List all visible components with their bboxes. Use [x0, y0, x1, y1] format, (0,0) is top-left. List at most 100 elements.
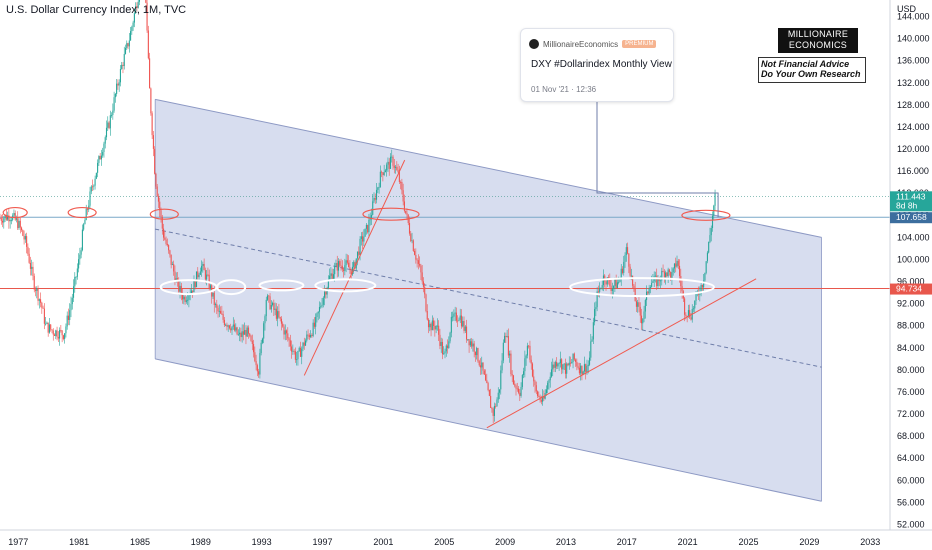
candle-body	[700, 284, 702, 294]
candle-body	[609, 279, 611, 286]
candle-body	[52, 330, 54, 335]
candle-body	[36, 288, 38, 291]
candle-body	[95, 172, 97, 179]
badge-blue-level-bg	[890, 212, 932, 224]
candle-body	[221, 313, 223, 315]
x-tick-label: 1997	[313, 537, 333, 547]
candle-body	[583, 364, 586, 372]
candle-body	[278, 311, 280, 317]
candle-body	[438, 325, 440, 335]
candle-body	[27, 246, 29, 254]
candle-body	[450, 316, 452, 333]
candle-body	[670, 272, 672, 279]
x-tick-label: 2009	[495, 537, 515, 547]
candle-body	[575, 359, 577, 362]
candle-body	[331, 273, 333, 279]
candle-body	[582, 371, 584, 375]
candle-body	[204, 270, 206, 280]
candle-body	[159, 201, 161, 211]
candle-body	[174, 271, 176, 282]
candle-body	[76, 268, 78, 277]
candle-body	[337, 261, 340, 271]
horizontal-lines	[0, 196, 890, 290]
candle-body	[45, 323, 47, 325]
candle-body	[410, 233, 412, 242]
candle-body	[247, 327, 250, 334]
candle-body	[236, 327, 238, 335]
candle-body	[116, 83, 118, 94]
candle-body	[288, 338, 290, 341]
candle-body	[476, 348, 478, 356]
candle-body	[103, 143, 105, 153]
candle-body	[270, 305, 272, 310]
candle-body	[98, 156, 100, 163]
candle-body	[112, 110, 114, 115]
disclaimer-line2: Do Your Own Research	[761, 69, 861, 79]
candle-body	[213, 292, 215, 305]
candle-body	[265, 299, 267, 317]
candle-body	[401, 182, 403, 191]
candle-body	[563, 363, 565, 365]
candle-body	[250, 335, 252, 341]
candle-body	[429, 323, 431, 328]
candle-body	[502, 342, 504, 361]
candle-body	[183, 296, 185, 300]
candle-body	[336, 262, 338, 271]
premium-badge: PREMIUM	[622, 40, 657, 48]
candle-body	[156, 186, 158, 197]
y-tick-label: 140.000	[897, 34, 930, 44]
red-circle-annotation	[67, 206, 97, 219]
candle-body	[415, 254, 417, 260]
candle-body	[350, 268, 352, 275]
candle-body	[644, 300, 646, 312]
candle-body	[615, 279, 617, 288]
tweet-author[interactable]: MillionaireEconomics	[543, 39, 619, 49]
candle-body	[542, 396, 544, 402]
candle-body	[460, 315, 463, 327]
candle-body	[83, 224, 85, 230]
candle-body	[592, 322, 594, 340]
candle-body	[317, 311, 319, 314]
candle-body	[102, 152, 104, 156]
candle-body	[72, 286, 75, 298]
candle-body	[274, 308, 276, 310]
candle-body	[132, 22, 134, 27]
candle-body	[302, 342, 304, 349]
candle-body	[516, 388, 518, 390]
x-tick-label: 1993	[252, 537, 272, 547]
candle-body	[692, 308, 695, 310]
candle-body	[322, 297, 324, 305]
candle-body	[690, 317, 692, 320]
candle-body	[552, 364, 554, 370]
candle-body	[40, 299, 42, 303]
candle-body	[623, 261, 625, 273]
candle-body	[137, 1, 139, 8]
tweet-header: MillionaireEconomics PREMIUM	[529, 39, 657, 49]
x-tick-label: 2017	[617, 537, 637, 547]
y-tick-label: 80.000	[897, 365, 925, 375]
candle-body	[193, 280, 195, 293]
candle-body	[339, 261, 341, 266]
candle-body	[259, 353, 261, 375]
candle-body	[340, 265, 342, 267]
candle-body	[433, 320, 435, 326]
candle-body	[199, 271, 201, 275]
candle-body	[619, 278, 621, 282]
x-tick-label: 2021	[678, 537, 698, 547]
candle-body	[362, 236, 364, 242]
candle-body	[550, 369, 553, 377]
candle-body	[474, 351, 476, 356]
candle-body	[397, 169, 399, 172]
candle-body	[155, 173, 157, 187]
candle-body	[382, 172, 384, 176]
candle-body	[91, 186, 94, 188]
candle-body	[452, 316, 454, 318]
candle-body	[457, 320, 459, 322]
candle-body	[469, 341, 471, 346]
candle-body	[51, 329, 53, 331]
candle-body	[364, 228, 366, 237]
tweet-card[interactable]: MillionaireEconomics PREMIUM DXY #Dollar…	[520, 28, 674, 102]
candle-body	[190, 290, 192, 294]
candle-body	[436, 325, 438, 327]
